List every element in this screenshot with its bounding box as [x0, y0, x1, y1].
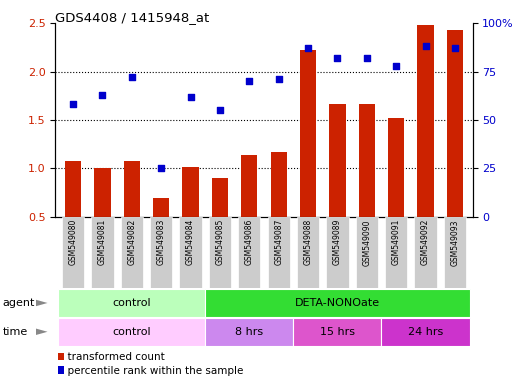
Text: time: time: [3, 327, 28, 337]
Text: GSM549088: GSM549088: [304, 219, 313, 265]
Text: 15 hrs: 15 hrs: [320, 327, 355, 337]
Text: GSM549080: GSM549080: [69, 219, 78, 265]
Bar: [385, 217, 407, 288]
Bar: [444, 217, 466, 288]
Point: [128, 74, 136, 80]
Polygon shape: [36, 300, 48, 306]
Bar: [382, 318, 469, 346]
Bar: [359, 104, 375, 265]
Bar: [124, 161, 140, 265]
Bar: [205, 318, 294, 346]
Bar: [268, 217, 290, 288]
Bar: [212, 178, 228, 265]
Point: [451, 45, 459, 51]
Bar: [241, 155, 257, 265]
Text: GSM549093: GSM549093: [450, 219, 459, 266]
Bar: [65, 161, 81, 265]
Bar: [300, 50, 316, 265]
Point: [69, 101, 77, 108]
Text: GSM549084: GSM549084: [186, 219, 195, 265]
Point: [421, 43, 430, 50]
Point: [333, 55, 342, 61]
Bar: [388, 118, 404, 265]
Text: DETA-NONOate: DETA-NONOate: [295, 298, 380, 308]
Text: control: control: [112, 298, 151, 308]
Bar: [91, 217, 114, 288]
Point: [98, 92, 107, 98]
Bar: [153, 198, 169, 265]
Bar: [59, 318, 205, 346]
Bar: [238, 217, 260, 288]
Bar: [205, 289, 469, 317]
Polygon shape: [36, 329, 48, 335]
Point: [392, 63, 400, 69]
Text: GSM549082: GSM549082: [127, 219, 136, 265]
Bar: [356, 217, 378, 288]
Bar: [183, 167, 199, 265]
Text: 8 hrs: 8 hrs: [235, 327, 263, 337]
Point: [363, 55, 371, 61]
Text: GDS4408 / 1415948_at: GDS4408 / 1415948_at: [55, 12, 210, 25]
Bar: [447, 30, 463, 265]
Text: agent: agent: [3, 298, 35, 308]
Text: GSM549081: GSM549081: [98, 219, 107, 265]
Text: percentile rank within the sample: percentile rank within the sample: [61, 366, 243, 376]
Text: transformed count: transformed count: [61, 352, 164, 362]
Point: [186, 94, 195, 100]
Bar: [326, 217, 348, 288]
Point: [245, 78, 253, 84]
Bar: [62, 217, 84, 288]
Text: GSM549086: GSM549086: [245, 219, 254, 265]
Text: GSM549090: GSM549090: [362, 219, 371, 266]
Bar: [329, 104, 345, 265]
Text: GSM549092: GSM549092: [421, 219, 430, 265]
Bar: [95, 167, 110, 265]
Bar: [271, 152, 287, 265]
Text: GSM549085: GSM549085: [215, 219, 224, 265]
Point: [216, 107, 224, 113]
Bar: [180, 217, 202, 288]
Text: control: control: [112, 327, 151, 337]
Bar: [121, 217, 143, 288]
Text: GSM549091: GSM549091: [392, 219, 401, 265]
Point: [304, 45, 312, 51]
Bar: [59, 289, 205, 317]
Bar: [150, 217, 172, 288]
Bar: [297, 217, 319, 288]
Text: 24 hrs: 24 hrs: [408, 327, 443, 337]
Text: GSM549089: GSM549089: [333, 219, 342, 265]
Point: [157, 166, 165, 172]
Point: [275, 76, 283, 82]
Text: GSM549087: GSM549087: [274, 219, 283, 265]
Bar: [294, 318, 382, 346]
Text: GSM549083: GSM549083: [157, 219, 166, 265]
Bar: [418, 25, 433, 265]
Bar: [209, 217, 231, 288]
Bar: [414, 217, 437, 288]
